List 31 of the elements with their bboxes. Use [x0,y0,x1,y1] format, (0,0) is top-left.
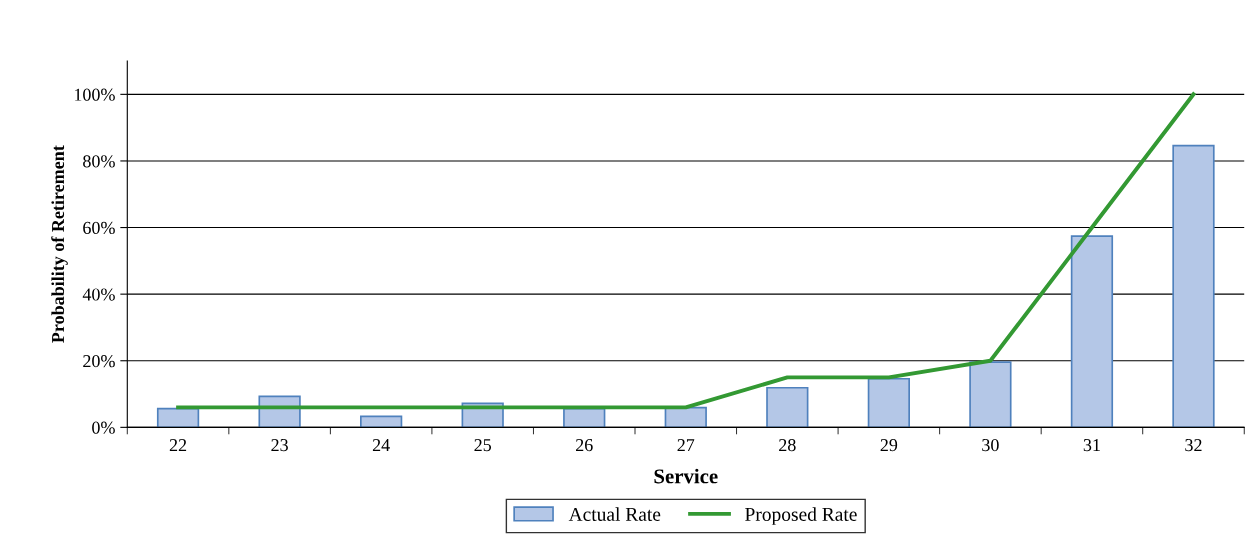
y-tick-label: 0% [92,421,115,434]
bar [766,386,809,428]
x-tick-label: 24 [372,439,390,451]
bar [969,361,1012,428]
x-tick-label: 29 [880,439,898,452]
y-axis-title: Probability of Retirement [51,145,68,343]
y-tick-label: 100% [74,88,115,101]
legend-label: Actual Rate [568,507,661,521]
bar [563,407,606,428]
x-axis-title: Service [654,468,718,484]
x-tick-label: 30 [982,438,999,452]
bar [867,377,911,428]
x-tick-label: 28 [779,438,796,452]
bar [664,406,707,428]
line-series [176,92,1196,410]
x-tick-label: 27 [677,439,695,451]
x-tick-label: 31 [1083,439,1100,452]
bar [1172,144,1215,428]
legend-label: Proposed Rate [745,507,857,525]
x-tick-label: 25 [474,439,492,452]
x-tick-label: 23 [271,439,288,452]
x-tick-label: 26 [576,439,593,452]
y-tick-label: 80% [83,155,115,168]
y-tick-label: 60% [83,221,115,235]
bar [360,415,403,428]
x-tick-label: 22 [169,439,187,451]
y-tick-label: 40% [82,288,115,301]
bar [1070,235,1114,428]
x-tick-label: 32 [1185,439,1202,452]
bar [156,407,200,428]
y-tick-label: 20% [83,355,115,368]
